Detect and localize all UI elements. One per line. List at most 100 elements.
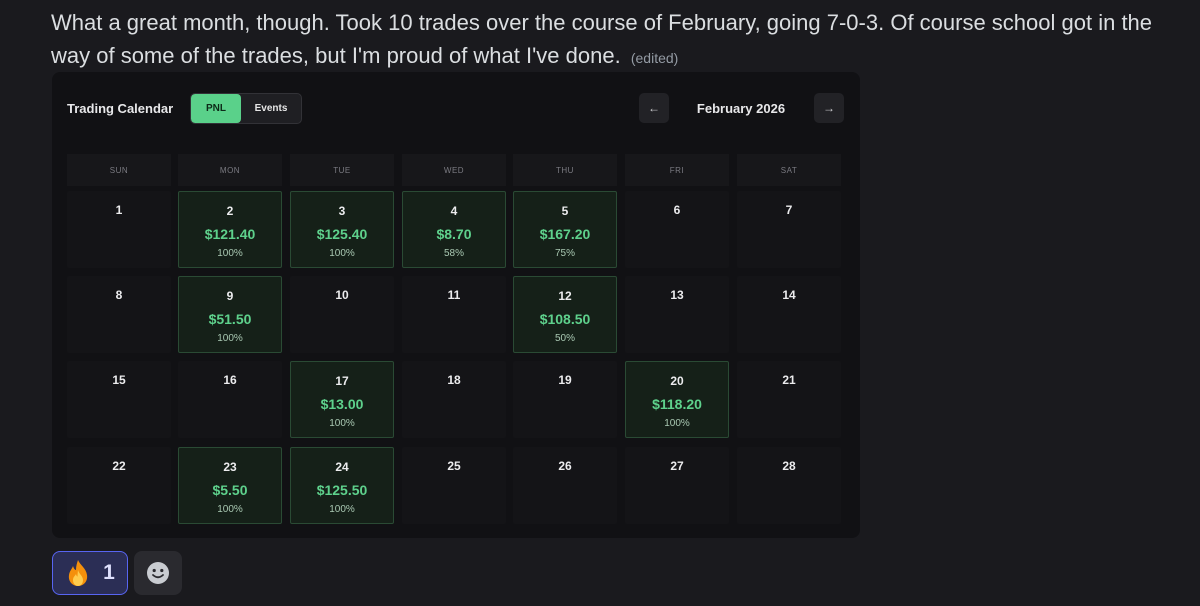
fire-emoji-icon xyxy=(69,560,88,586)
day-cell[interactable]: 25 xyxy=(402,447,506,524)
day-cell[interactable]: 13 xyxy=(625,276,729,353)
weekday-header-tue: TUE xyxy=(290,154,394,186)
day-pnl: $13.00 xyxy=(320,396,364,412)
day-number: 3 xyxy=(338,204,346,218)
next-month-button[interactable]: → xyxy=(814,93,844,123)
day-number: 13 xyxy=(670,288,684,302)
day-number: 24 xyxy=(335,460,349,474)
day-cell[interactable]: 8 xyxy=(67,276,171,353)
reaction-count: 1 xyxy=(103,561,115,584)
day-cell[interactable]: 11 xyxy=(402,276,506,353)
edited-label: (edited) xyxy=(630,50,679,66)
fire-reaction-button[interactable]: 1 xyxy=(52,551,128,595)
day-pnl: $167.20 xyxy=(539,226,591,242)
day-pnl: $5.50 xyxy=(212,482,248,498)
day-number: 26 xyxy=(558,459,572,473)
day-cell[interactable]: 7 xyxy=(737,191,841,268)
weekday-header-thu: THU xyxy=(513,154,617,186)
day-number: 10 xyxy=(335,288,349,302)
trade-day-cell[interactable]: 12 $108.50 50% xyxy=(513,276,617,353)
day-number: 1 xyxy=(115,203,123,217)
weekday-header-sun: SUN xyxy=(67,154,171,186)
chat-message: What a great month, though. Took 10 trad… xyxy=(51,6,1181,75)
day-win-rate: 100% xyxy=(217,248,243,259)
day-cell[interactable]: 26 xyxy=(513,447,617,524)
message-text: What a great month, though. Took 10 trad… xyxy=(51,10,1153,68)
day-number: 6 xyxy=(673,203,681,217)
trading-calendar-card: Trading Calendar PNL Events ← February 2… xyxy=(52,72,860,538)
day-number: 16 xyxy=(223,373,237,387)
month-label: February 2026 xyxy=(696,101,786,116)
day-pnl: $118.20 xyxy=(652,396,702,412)
arrow-left-icon: ← xyxy=(648,101,660,115)
day-win-rate: 100% xyxy=(217,504,243,515)
day-win-rate: 58% xyxy=(443,248,464,259)
day-pnl: $8.70 xyxy=(436,226,472,242)
trade-day-cell[interactable]: 23 $5.50 100% xyxy=(178,447,282,524)
day-number: 23 xyxy=(223,460,237,474)
day-cell[interactable]: 27 xyxy=(625,447,729,524)
pnl-toggle-button[interactable]: PNL xyxy=(191,94,241,123)
day-number: 20 xyxy=(670,374,684,388)
day-number: 12 xyxy=(558,289,572,303)
day-number: 17 xyxy=(335,374,349,388)
trade-day-cell[interactable]: 4 $8.70 58% xyxy=(402,191,506,268)
day-number: 8 xyxy=(115,288,123,302)
trade-day-cell[interactable]: 20 $118.20 100% xyxy=(625,361,729,438)
day-number: 27 xyxy=(670,459,684,473)
day-cell[interactable]: 21 xyxy=(737,361,841,438)
trade-day-cell[interactable]: 17 $13.00 100% xyxy=(290,361,394,438)
day-win-rate: 100% xyxy=(329,504,355,515)
day-number: 9 xyxy=(226,289,234,303)
smiley-add-reaction-icon xyxy=(147,562,169,584)
day-number: 14 xyxy=(782,288,796,302)
day-cell[interactable]: 6 xyxy=(625,191,729,268)
day-number: 22 xyxy=(112,459,126,473)
previous-month-button[interactable]: ← xyxy=(639,93,669,123)
weekday-header-mon: MON xyxy=(178,154,282,186)
day-pnl: $108.50 xyxy=(539,311,591,327)
view-toggle: PNL Events xyxy=(190,93,302,124)
day-pnl: $51.50 xyxy=(208,311,252,327)
day-number: 2 xyxy=(226,204,234,218)
trade-day-cell[interactable]: 24 $125.50 100% xyxy=(290,447,394,524)
day-cell[interactable]: 1 xyxy=(67,191,171,268)
day-cell[interactable]: 10 xyxy=(290,276,394,353)
day-win-rate: 100% xyxy=(217,333,243,344)
day-pnl: $125.50 xyxy=(316,482,368,498)
day-pnl: $125.40 xyxy=(316,226,368,242)
arrow-right-icon: → xyxy=(823,101,835,115)
day-cell[interactable]: 22 xyxy=(67,447,171,524)
trade-day-cell[interactable]: 3 $125.40 100% xyxy=(290,191,394,268)
day-number: 21 xyxy=(782,373,796,387)
day-number: 7 xyxy=(785,203,793,217)
trade-day-cell[interactable]: 5 $167.20 75% xyxy=(513,191,617,268)
day-cell[interactable]: 28 xyxy=(737,447,841,524)
day-win-rate: 100% xyxy=(329,418,355,429)
events-toggle-button[interactable]: Events xyxy=(254,103,288,114)
day-number: 5 xyxy=(561,204,569,218)
weekday-header-fri: FRI xyxy=(625,154,729,186)
day-cell[interactable]: 15 xyxy=(67,361,171,438)
day-cell[interactable]: 16 xyxy=(178,361,282,438)
add-reaction-button[interactable] xyxy=(134,551,182,595)
day-number: 18 xyxy=(447,373,461,387)
day-win-rate: 100% xyxy=(329,248,355,259)
weekday-header-sat: SAT xyxy=(737,154,841,186)
trade-day-cell[interactable]: 2 $121.40 100% xyxy=(178,191,282,268)
day-cell[interactable]: 19 xyxy=(513,361,617,438)
day-number: 25 xyxy=(447,459,461,473)
day-number: 28 xyxy=(782,459,796,473)
trade-day-cell[interactable]: 9 $51.50 100% xyxy=(178,276,282,353)
day-number: 15 xyxy=(112,373,126,387)
day-win-rate: 50% xyxy=(554,333,575,344)
day-win-rate: 100% xyxy=(664,418,690,429)
day-number: 19 xyxy=(558,373,572,387)
day-number: 4 xyxy=(450,204,458,218)
day-win-rate: 75% xyxy=(554,248,575,259)
day-cell[interactable]: 18 xyxy=(402,361,506,438)
day-pnl: $121.40 xyxy=(204,226,256,242)
day-number: 11 xyxy=(447,288,461,302)
weekday-header-wed: WED xyxy=(402,154,506,186)
day-cell[interactable]: 14 xyxy=(737,276,841,353)
